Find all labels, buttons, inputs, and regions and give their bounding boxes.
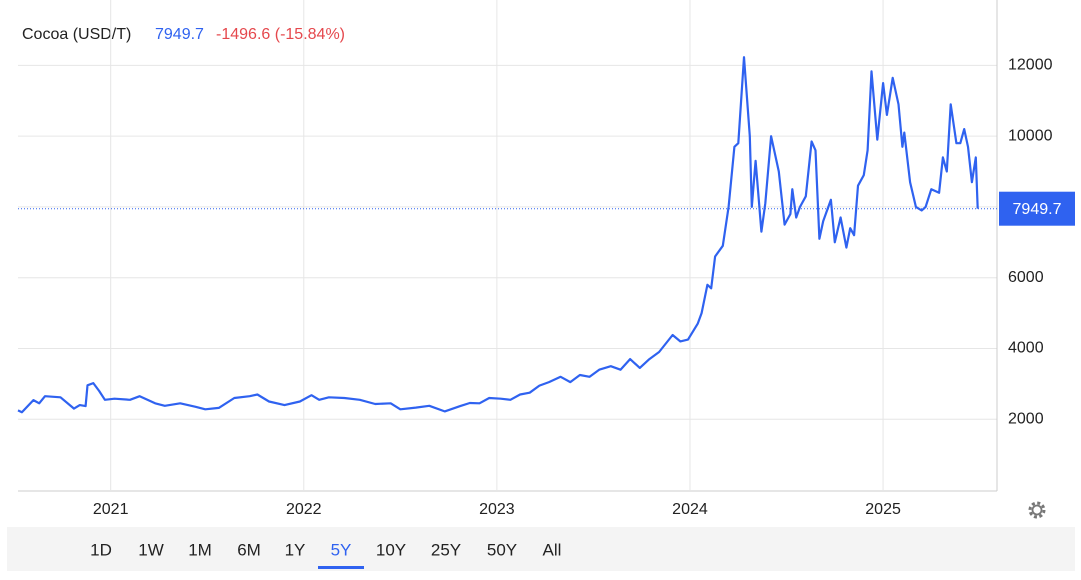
range-button[interactable]: 25Y [431,540,461,559]
settings-icon[interactable] [1028,501,1046,519]
y-tick-label: 10000 [1008,127,1053,144]
y-tick-label: 2000 [1008,410,1044,427]
range-underline [318,566,364,569]
range-button[interactable]: 5Y [331,540,352,559]
last-price-box [999,191,1075,226]
header-change: -1496.6 (-15.84%) [216,26,345,43]
chart-title: Cocoa (USD/T) [22,26,131,43]
range-button[interactable]: 1D [90,540,112,559]
range-button[interactable]: 1W [138,540,164,559]
y-tick-label: 12000 [1008,57,1053,74]
range-bar [7,527,1075,571]
last-price-label: 7949.7 [1013,201,1062,218]
y-tick-label: 6000 [1008,269,1044,286]
range-button[interactable]: 6M [237,540,261,559]
range-button[interactable]: All [543,540,562,559]
range-button[interactable]: 10Y [376,540,406,559]
x-tick-label: 2023 [479,501,515,518]
x-tick-label: 2022 [286,501,322,518]
price-line [17,56,979,414]
y-tick-label: 4000 [1008,340,1044,357]
x-tick-label: 2021 [93,501,129,518]
x-tick-label: 2024 [672,501,708,518]
x-tick-label: 2025 [865,501,901,518]
range-button[interactable]: 50Y [487,540,517,559]
range-button[interactable]: 1Y [285,540,306,559]
range-button[interactable]: 1M [188,540,212,559]
header-price: 7949.7 [155,26,204,43]
